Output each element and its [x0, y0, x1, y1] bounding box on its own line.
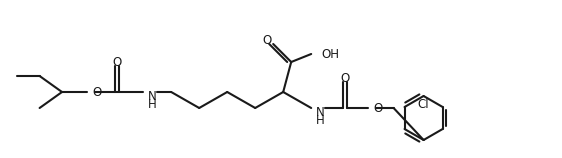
Text: H: H: [148, 97, 157, 110]
Text: N: N: [316, 106, 325, 118]
Text: Cl: Cl: [418, 97, 429, 110]
Text: O: O: [112, 55, 122, 69]
Text: O: O: [262, 33, 272, 46]
Text: H: H: [316, 113, 325, 127]
Text: O: O: [341, 72, 350, 85]
Text: OH: OH: [321, 48, 339, 61]
Text: N: N: [148, 89, 157, 103]
Text: O: O: [373, 101, 383, 115]
Text: O: O: [92, 85, 102, 98]
